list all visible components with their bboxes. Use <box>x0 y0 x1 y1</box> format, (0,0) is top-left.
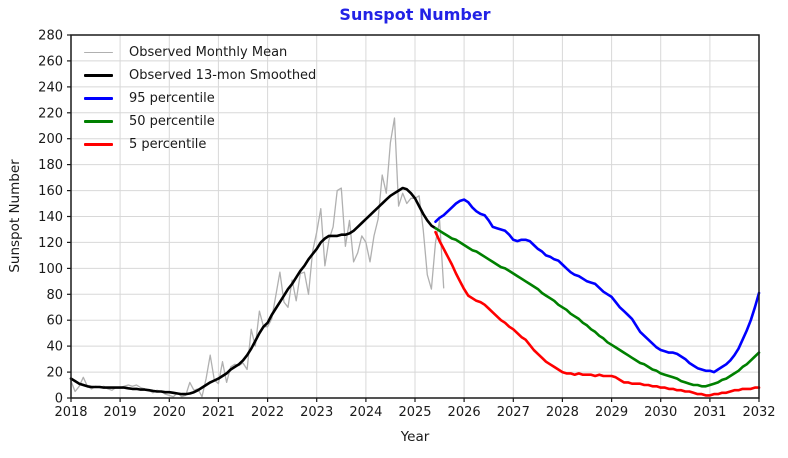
svg-text:120: 120 <box>38 236 63 251</box>
data-series <box>69 117 761 398</box>
svg-text:2022: 2022 <box>251 405 284 420</box>
svg-text:2021: 2021 <box>202 405 235 420</box>
svg-text:40: 40 <box>46 340 63 355</box>
svg-text:140: 140 <box>38 210 63 225</box>
svg-text:180: 180 <box>38 158 63 173</box>
svg-text:200: 200 <box>38 132 63 147</box>
legend-label: 95 percentile <box>129 91 215 106</box>
x-axis-label: Year <box>400 429 430 445</box>
svg-text:2026: 2026 <box>448 405 481 420</box>
plot-frame <box>70 34 760 399</box>
legend-line-sample-gray <box>84 51 113 54</box>
legend-item-95-percentile: 95 percentile <box>84 87 316 110</box>
svg-text:2032: 2032 <box>742 405 775 420</box>
legend-line-sample-black <box>84 74 113 77</box>
svg-text:60: 60 <box>46 314 63 329</box>
svg-text:2023: 2023 <box>300 405 333 420</box>
legend-item-observed-monthly-mean: Observed Monthly Mean <box>84 41 316 64</box>
svg-text:2020: 2020 <box>153 405 186 420</box>
svg-text:2029: 2029 <box>595 405 628 420</box>
svg-text:260: 260 <box>38 54 63 69</box>
svg-text:20: 20 <box>46 366 63 381</box>
legend-item-5-percentile: 5 percentile <box>84 133 316 156</box>
legend-label: Observed 13-mon Smoothed <box>129 68 317 83</box>
legend-label: 50 percentile <box>129 114 215 129</box>
svg-text:2031: 2031 <box>693 405 726 420</box>
svg-text:2024: 2024 <box>349 405 382 420</box>
gridlines <box>70 34 760 399</box>
svg-text:2030: 2030 <box>644 405 677 420</box>
y-axis-label: Sunspot Number <box>7 159 23 273</box>
axis-ticks: 0 20 40 60 80 100 120 140 160 180 200 220 240 260 280 2… <box>38 29 775 421</box>
svg-text:2027: 2027 <box>497 405 530 420</box>
svg-text:80: 80 <box>46 288 63 303</box>
legend-label: 5 percentile <box>129 137 207 152</box>
svg-text:280: 280 <box>38 29 63 44</box>
legend-line-sample-red <box>84 143 113 146</box>
svg-text:220: 220 <box>38 106 63 121</box>
svg-text:100: 100 <box>38 262 63 277</box>
legend-label: Observed Monthly Mean <box>129 45 288 60</box>
chart-legend: Observed Monthly Mean Observed 13-mon Sm… <box>84 41 316 156</box>
svg-text:2019: 2019 <box>104 405 137 420</box>
svg-text:160: 160 <box>38 184 63 199</box>
svg-text:240: 240 <box>38 80 63 95</box>
svg-text:0: 0 <box>55 392 63 407</box>
svg-text:2018: 2018 <box>54 405 87 420</box>
chart-title: Sunspot Number <box>339 5 491 24</box>
legend-item-50-percentile: 50 percentile <box>84 110 316 133</box>
svg-text:2028: 2028 <box>546 405 579 420</box>
legend-line-sample-green <box>84 120 113 123</box>
svg-text:2025: 2025 <box>398 405 431 420</box>
legend-item-observed-smoothed: Observed 13-mon Smoothed <box>84 64 316 87</box>
legend-line-sample-blue <box>84 97 113 100</box>
